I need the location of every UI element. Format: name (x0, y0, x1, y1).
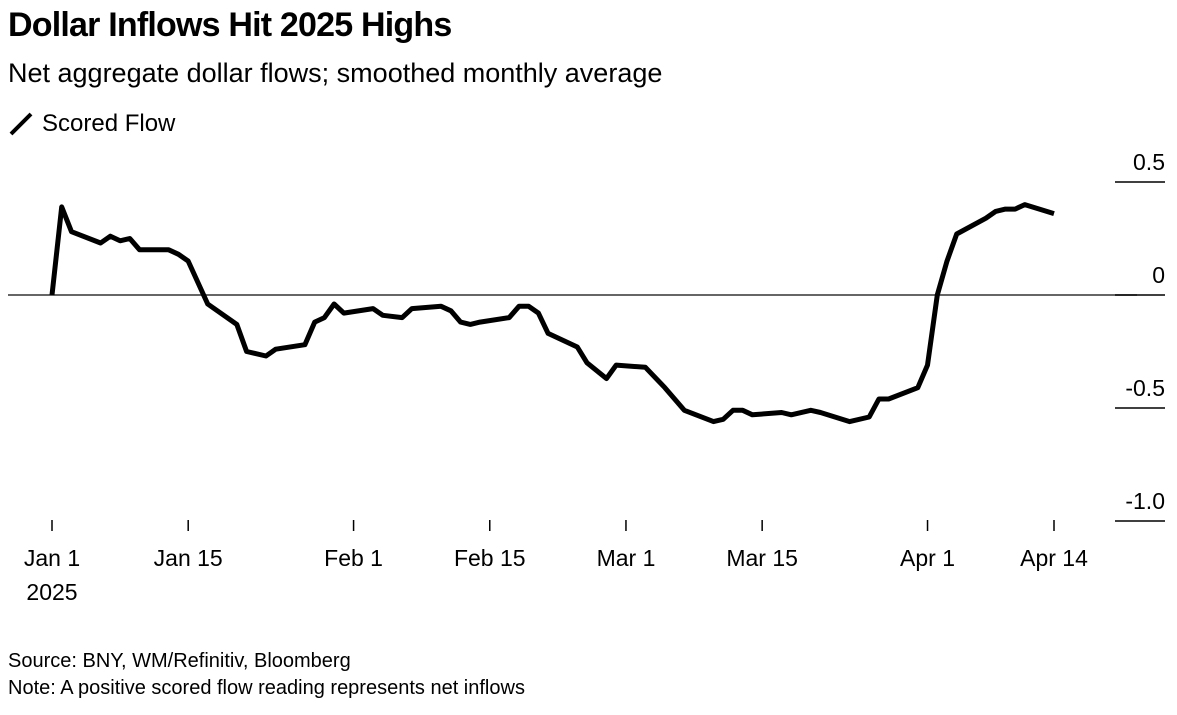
chart-subtitle: Net aggregate dollar flows; smoothed mon… (8, 58, 663, 88)
x-tick-label: Jan 15 (154, 545, 223, 571)
y-tick-label: -0.5 (1125, 375, 1165, 401)
series-line-scored-flow (49, 202, 1055, 425)
x-tick-label: Apr 14 (1020, 545, 1088, 571)
x-tick-label: Jan 1 (24, 545, 80, 571)
x-tick-sublabel: 2025 (26, 579, 77, 605)
chart-title: Dollar Inflows Hit 2025 Highs (8, 6, 452, 44)
footnote: Note: A positive scored flow reading rep… (8, 677, 525, 699)
line-swatch-icon (9, 112, 33, 136)
x-tick-label: Feb 15 (454, 545, 526, 571)
y-tick-label: -1.0 (1125, 488, 1165, 514)
legend-label: Scored Flow (42, 110, 176, 137)
y-tick-label: 0 (1152, 262, 1165, 288)
source-note: Source: BNY, WM/Refinitiv, Bloomberg (8, 650, 351, 672)
legend: Scored Flow (8, 110, 175, 138)
x-tick-label: Mar 1 (597, 545, 656, 571)
x-tick-label: Apr 1 (900, 545, 955, 571)
y-tick-label: 0.5 (1133, 149, 1165, 175)
x-tick-label: Feb 1 (324, 545, 383, 571)
x-tick-label: Mar 15 (726, 545, 798, 571)
